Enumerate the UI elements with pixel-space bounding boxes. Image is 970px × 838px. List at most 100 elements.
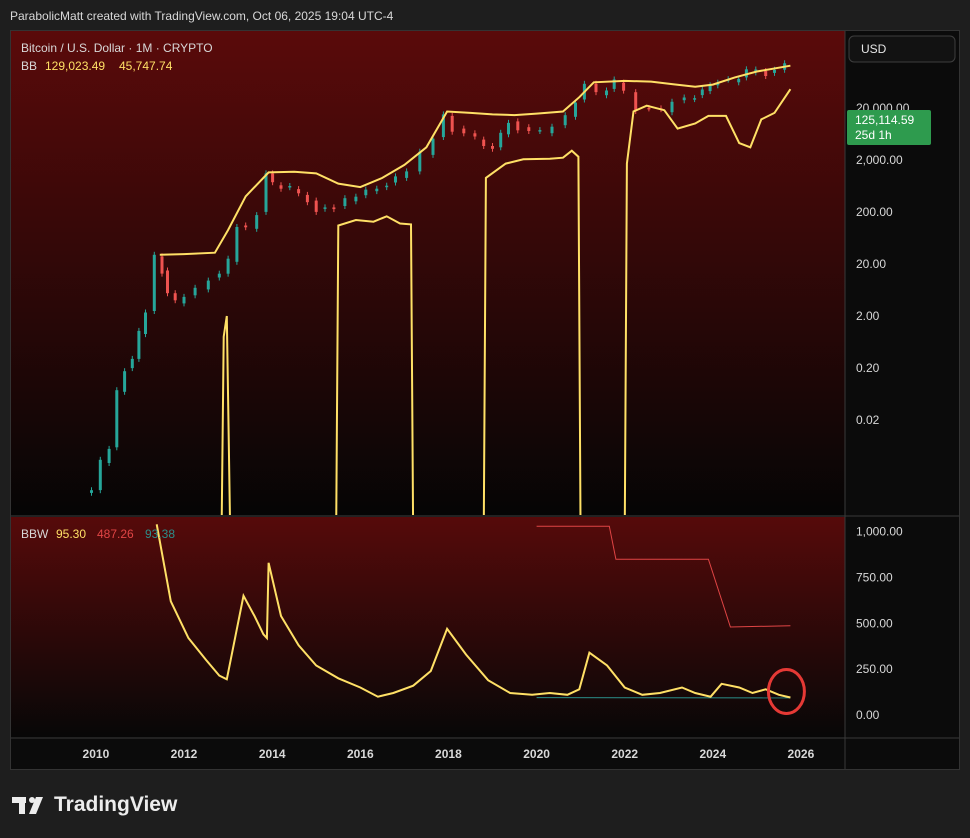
candle xyxy=(98,459,102,491)
bbw-pane xyxy=(11,517,845,737)
x-tick-label: 2026 xyxy=(788,747,815,761)
bbw-label: BBW xyxy=(21,527,49,541)
candle xyxy=(574,102,577,117)
chart-frame: 2,000,000.00200,000.0020,000.002,000.002… xyxy=(10,0,960,770)
candle xyxy=(226,258,230,274)
currency-button[interactable]: USD xyxy=(848,35,956,63)
main-y-tick-label: 0.20 xyxy=(856,361,880,375)
candle xyxy=(737,78,741,83)
x-tick-label: 2020 xyxy=(523,747,550,761)
bbw-y-tick-label: 500.00 xyxy=(856,616,893,630)
candle xyxy=(764,71,768,76)
candle xyxy=(670,101,674,113)
candle xyxy=(271,173,275,183)
bbw-y-tick-label: 750.00 xyxy=(856,571,893,585)
x-ticks: 2010 2012 2014 2016 2018 2020 2022 2024 2026 xyxy=(83,747,815,761)
candle xyxy=(332,207,336,210)
bb-upper-value: 129,023.49 xyxy=(45,59,105,73)
main-y-tick-label: 0.02 xyxy=(856,413,880,427)
candle xyxy=(491,146,494,149)
candle xyxy=(137,330,141,359)
main-y-tick-label: 20.00 xyxy=(856,257,886,271)
candle xyxy=(647,107,651,110)
candle xyxy=(375,188,379,192)
bar-countdown: 25d 1h xyxy=(855,128,892,142)
candle xyxy=(693,98,697,100)
x-tick-label: 2010 xyxy=(83,747,110,761)
candle xyxy=(206,280,210,290)
candle xyxy=(605,90,608,96)
bb-lower-line xyxy=(220,88,792,515)
candle xyxy=(115,390,119,448)
candle xyxy=(682,97,686,101)
candle xyxy=(255,215,259,229)
x-tick-label: 2024 xyxy=(699,747,726,761)
candle xyxy=(264,173,268,212)
x-tick-label: 2018 xyxy=(435,747,462,761)
candle xyxy=(297,189,301,194)
main-y-tick-label: 2.00 xyxy=(856,309,880,323)
x-tick-label: 2016 xyxy=(347,747,374,761)
candle xyxy=(499,132,503,148)
candle xyxy=(612,79,616,89)
x-tick-label: 2022 xyxy=(611,747,638,761)
last-price: 125,114.59 xyxy=(855,113,914,127)
candle xyxy=(462,128,466,134)
main-legend: Bitcoin / U.S. Dollar · 1M · CRYPTO BB 1… xyxy=(21,41,213,73)
candle xyxy=(152,254,156,311)
candle xyxy=(160,256,164,274)
candle xyxy=(773,69,776,73)
bbw-y-tick-label: 250.00 xyxy=(856,662,893,676)
candle xyxy=(708,85,712,92)
bb-upper-line xyxy=(159,64,791,256)
bbw-upper-series xyxy=(536,525,791,628)
candle xyxy=(507,122,510,135)
candle xyxy=(516,121,520,131)
candle xyxy=(700,89,704,96)
candle xyxy=(314,200,318,212)
candle xyxy=(144,312,147,334)
candle xyxy=(622,82,626,91)
tv-logo-icon xyxy=(12,797,43,814)
candle xyxy=(473,133,477,137)
candle xyxy=(343,198,347,206)
candle xyxy=(130,358,134,369)
candle xyxy=(364,189,368,196)
bbw-y-tick-label: 1,000.00 xyxy=(856,525,903,539)
bb-label: BB xyxy=(21,59,37,73)
price-axis xyxy=(845,31,959,769)
x-tick-label: 2012 xyxy=(171,747,198,761)
candle xyxy=(173,293,177,301)
candle xyxy=(123,371,127,392)
candle xyxy=(450,115,454,132)
candle xyxy=(441,114,445,138)
candle xyxy=(354,196,358,202)
bbw-lower-value: 93.38 xyxy=(145,527,175,541)
candle xyxy=(418,151,422,172)
bb-lower-value: 45,747.74 xyxy=(119,59,173,73)
candle xyxy=(482,139,486,146)
candle xyxy=(634,92,638,111)
bbw-y-tick-label: 0.00 xyxy=(856,708,880,722)
candle xyxy=(107,448,111,463)
bbw-series xyxy=(155,524,791,699)
candle xyxy=(405,171,409,178)
candle xyxy=(244,225,248,228)
tv-brand: TradingView xyxy=(54,793,178,816)
candle xyxy=(538,130,542,132)
candle xyxy=(385,185,389,188)
tradingview-logo: TradingView xyxy=(12,793,177,817)
candle xyxy=(90,490,93,493)
candle xyxy=(594,83,598,93)
price-badge: 125,114.59 25d 1h xyxy=(847,110,931,145)
candle xyxy=(394,176,397,183)
highlight-circle xyxy=(766,668,806,715)
main-pane xyxy=(11,31,845,515)
candle xyxy=(279,185,283,189)
candle xyxy=(288,186,292,188)
bbw-legend: BBW 95.30 487.26 93.38 xyxy=(21,527,175,541)
x-tick-label: 2014 xyxy=(259,747,286,761)
main-y-tick-label: 200.00 xyxy=(856,205,893,219)
candle xyxy=(305,194,309,203)
chart-canvas[interactable]: 2,000,000.00200,000.0020,000.002,000.002… xyxy=(11,0,959,769)
